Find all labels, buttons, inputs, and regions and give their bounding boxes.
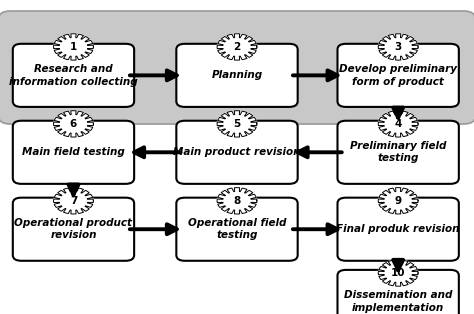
- Text: Operational field
testing: Operational field testing: [188, 218, 286, 241]
- Text: 9: 9: [394, 196, 402, 206]
- Text: Planning: Planning: [211, 70, 263, 80]
- FancyBboxPatch shape: [13, 44, 134, 107]
- Text: Dissemination and
implementation: Dissemination and implementation: [344, 290, 452, 313]
- Polygon shape: [378, 187, 418, 214]
- Text: Develop preliminary
form of product: Develop preliminary form of product: [339, 64, 457, 87]
- Text: 5: 5: [233, 119, 241, 129]
- Polygon shape: [54, 111, 93, 137]
- Text: 1: 1: [70, 42, 77, 52]
- Polygon shape: [217, 187, 257, 214]
- Polygon shape: [217, 34, 257, 60]
- FancyBboxPatch shape: [337, 270, 459, 314]
- Polygon shape: [378, 34, 418, 60]
- Polygon shape: [378, 260, 418, 286]
- Text: 3: 3: [394, 42, 402, 52]
- Text: Main product revision: Main product revision: [173, 147, 301, 157]
- Text: 8: 8: [233, 196, 241, 206]
- Text: Final produk revision: Final produk revision: [337, 224, 460, 234]
- Text: Main field testing: Main field testing: [22, 147, 125, 157]
- FancyBboxPatch shape: [13, 121, 134, 184]
- FancyBboxPatch shape: [176, 44, 298, 107]
- Text: Operational product
revision: Operational product revision: [15, 218, 132, 241]
- FancyBboxPatch shape: [0, 11, 474, 124]
- FancyBboxPatch shape: [13, 198, 134, 261]
- Text: 7: 7: [70, 196, 77, 206]
- Text: 6: 6: [70, 119, 77, 129]
- Polygon shape: [54, 34, 93, 60]
- FancyBboxPatch shape: [337, 198, 459, 261]
- Text: 10: 10: [391, 268, 405, 278]
- Text: 2: 2: [233, 42, 241, 52]
- FancyBboxPatch shape: [337, 121, 459, 184]
- Polygon shape: [378, 111, 418, 137]
- Polygon shape: [217, 111, 257, 137]
- FancyBboxPatch shape: [176, 198, 298, 261]
- Text: Research and
information collecting: Research and information collecting: [9, 64, 138, 87]
- Text: Preliminary field
testing: Preliminary field testing: [350, 141, 447, 164]
- Polygon shape: [54, 187, 93, 214]
- Text: 4: 4: [394, 119, 402, 129]
- FancyBboxPatch shape: [337, 44, 459, 107]
- FancyBboxPatch shape: [176, 121, 298, 184]
